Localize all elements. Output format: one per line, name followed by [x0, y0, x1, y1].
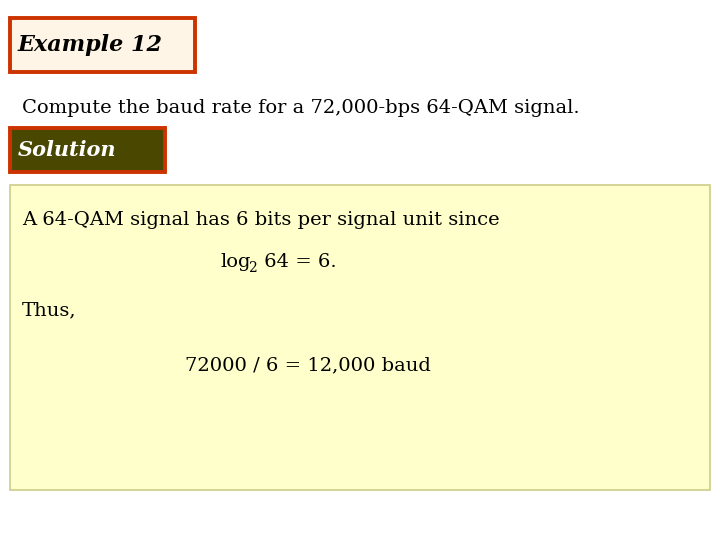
Text: 2: 2 — [248, 261, 257, 275]
Text: log: log — [220, 253, 251, 271]
Text: Thus,: Thus, — [22, 301, 76, 319]
Text: Example 12: Example 12 — [18, 34, 163, 56]
Text: 72000 / 6 = 12,000 baud: 72000 / 6 = 12,000 baud — [185, 356, 431, 374]
Text: A 64-QAM signal has 6 bits per signal unit since: A 64-QAM signal has 6 bits per signal un… — [22, 211, 500, 229]
FancyBboxPatch shape — [10, 128, 165, 172]
FancyBboxPatch shape — [10, 185, 710, 490]
Text: Compute the baud rate for a 72,000-bps 64-QAM signal.: Compute the baud rate for a 72,000-bps 6… — [22, 99, 580, 117]
Text: 64 = 6.: 64 = 6. — [258, 253, 337, 271]
Text: Solution: Solution — [18, 140, 117, 160]
FancyBboxPatch shape — [10, 18, 195, 72]
